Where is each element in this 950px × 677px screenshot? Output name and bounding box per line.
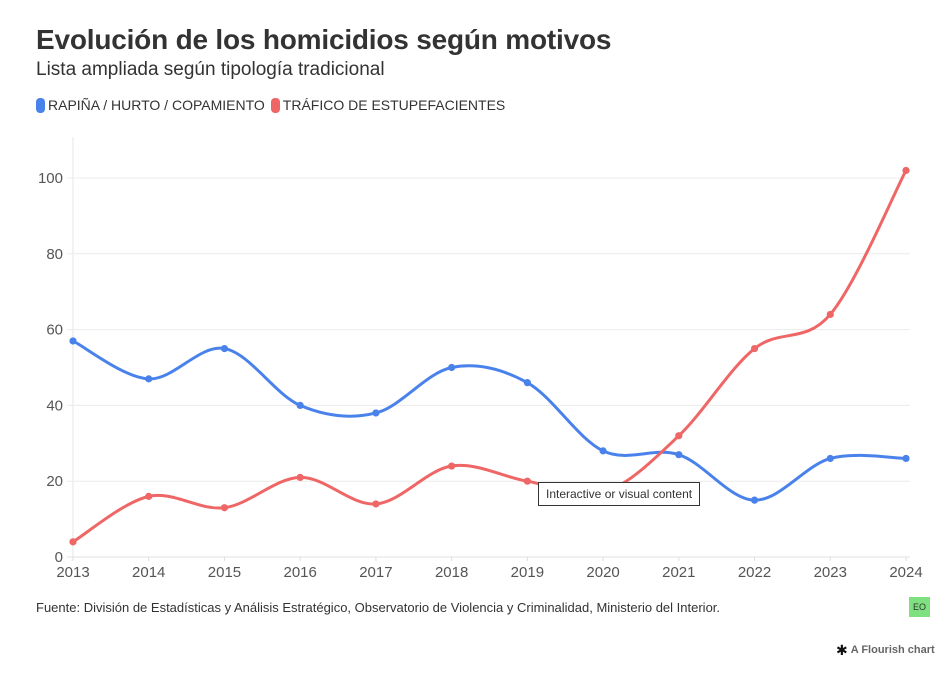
tooltip: Interactive or visual content	[538, 482, 701, 506]
data-point-0-2015	[220, 344, 229, 353]
x-tick-label-2018: 2018	[435, 564, 468, 581]
data-point-0-2019	[523, 379, 531, 387]
data-point-0-2013	[69, 337, 77, 345]
data-point-0-2014	[145, 375, 153, 383]
data-point-1-2016	[296, 473, 304, 482]
series-points	[69, 166, 910, 546]
data-point-0-2018	[448, 363, 456, 372]
data-point-1-2017	[372, 500, 380, 508]
data-point-1-2019	[523, 477, 531, 485]
data-point-1-2023	[826, 310, 834, 319]
chart-title: Evolución de los homicidios según motivo…	[36, 24, 612, 55]
x-tick-label-2024: 2024	[889, 564, 922, 581]
data-point-1-2013	[69, 538, 77, 546]
x-tick-label-2019: 2019	[511, 564, 544, 581]
x-tick-label-2022: 2022	[738, 564, 771, 581]
data-point-1-2021	[675, 432, 683, 440]
x-tick-label-2021: 2021	[662, 564, 695, 581]
data-point-0-2020	[599, 447, 607, 455]
legend-label-rapina: RAPIÑA / HURTO / COPAMIENTO	[48, 97, 265, 113]
x-tick-label-2013: 2013	[56, 564, 89, 581]
source-note: Fuente: División de Estadísticas y Análi…	[36, 600, 721, 615]
legend-swatch-rapina	[36, 97, 45, 113]
series-lines	[71, 168, 908, 544]
gridlines	[67, 137, 910, 560]
x-tick-label-2016: 2016	[283, 564, 316, 581]
y-tick-label-80: 80	[46, 246, 63, 263]
data-point-1-2018	[448, 462, 456, 470]
flourish-credit-label: A Flourish chart	[850, 644, 935, 656]
y-tick-label-40: 40	[46, 397, 63, 414]
legend-label-trafico: TRÁFICO DE ESTUPEFACIENTES	[282, 97, 506, 113]
y-tick-label-20: 20	[46, 473, 63, 490]
data-point-0-2016	[296, 401, 304, 409]
eo-badge[interactable]: EO	[909, 597, 930, 617]
data-point-0-2021	[675, 451, 683, 459]
chart-subtitle: Lista ampliada según tipología tradicion…	[36, 59, 385, 80]
series-line-0	[71, 339, 908, 502]
x-tick-label-2020: 2020	[586, 564, 619, 581]
x-tick-label-2023: 2023	[814, 564, 847, 581]
x-tick-label-2017: 2017	[359, 564, 392, 581]
data-point-0-2024	[902, 454, 910, 463]
legend-item-rapina[interactable]: RAPIÑA / HURTO / COPAMIENTO	[36, 97, 265, 113]
data-point-0-2022	[750, 496, 759, 504]
x-tick-label-2014: 2014	[132, 564, 165, 581]
legend: RAPIÑA / HURTO / COPAMIENTO TRÁFICO DE E…	[36, 97, 511, 113]
data-point-1-2015	[220, 504, 229, 512]
flourish-asterisk-icon: ✱	[836, 642, 848, 658]
legend-swatch-trafico	[270, 97, 280, 113]
data-point-1-2024	[902, 166, 910, 175]
x-axis-ticks: 2013 2014 2015 2016 2017 2018 2019 2020 2021 2022…	[56, 557, 923, 581]
data-point-0-2023	[826, 454, 834, 463]
legend-item-trafico[interactable]: TRÁFICO DE ESTUPEFACIENTES	[270, 97, 506, 113]
y-tick-label-60: 60	[46, 322, 63, 339]
y-axis-ticks: 0 20 40 60 80 100	[38, 170, 63, 566]
y-tick-label-0: 0	[55, 549, 63, 566]
flourish-credit-link[interactable]: ✱ A Flourish chart	[836, 643, 935, 657]
data-point-0-2017	[372, 409, 380, 417]
y-tick-label-100: 100	[38, 170, 63, 187]
x-tick-label-2015: 2015	[208, 564, 241, 581]
data-point-1-2014	[145, 492, 153, 500]
data-point-1-2022	[750, 344, 759, 353]
